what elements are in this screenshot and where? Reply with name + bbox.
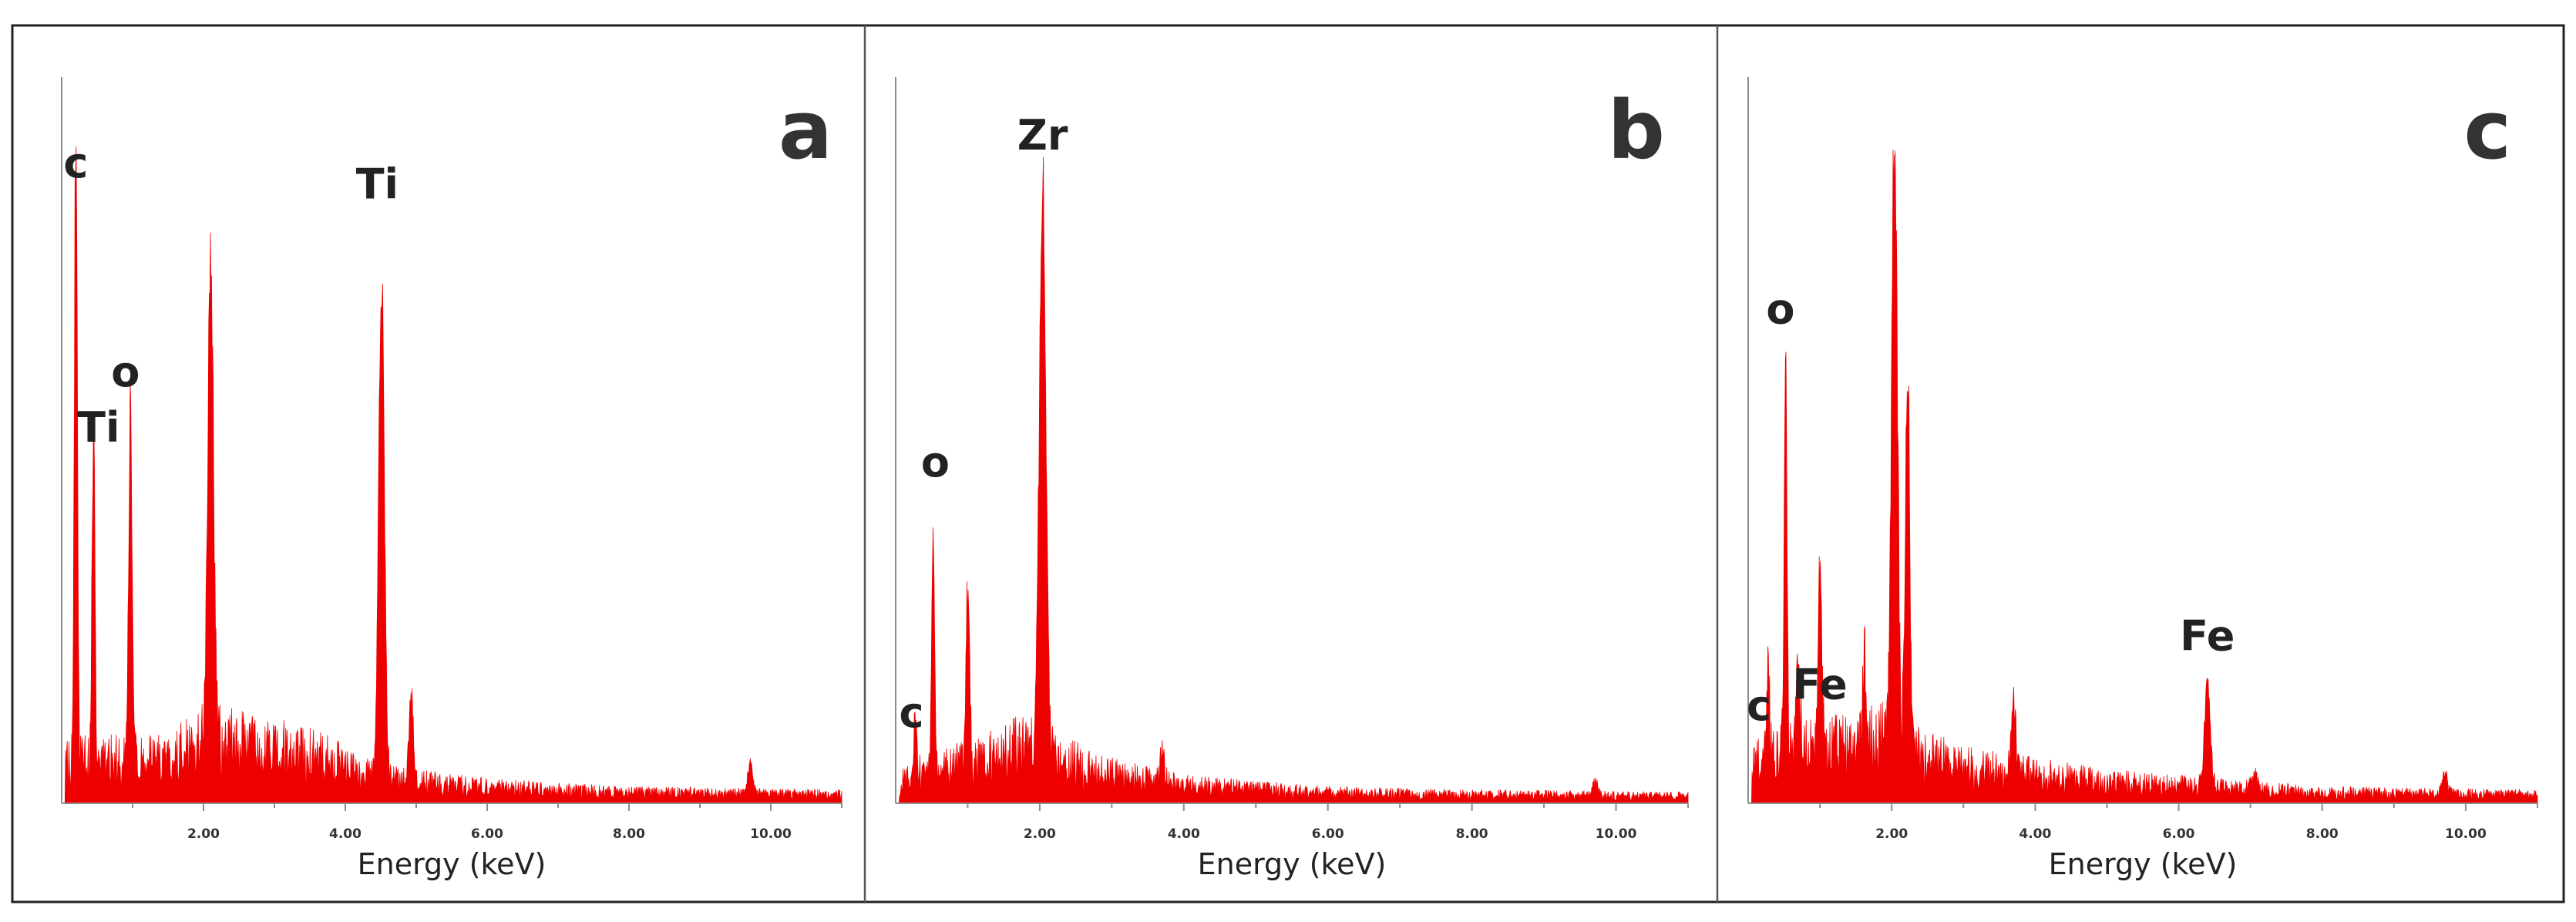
x-axis-label: Energy (keV): [358, 847, 546, 881]
panel-b: 2.00 4.00 6.00 8.00 10.00 Energy (keV) b Zr o c: [895, 77, 1689, 881]
peak-annotation: o: [1766, 285, 1794, 334]
spectrum-area-c: [1748, 150, 2538, 804]
x-tick-label: 8.00: [613, 826, 645, 842]
peak-annotation: Fe: [1792, 661, 1847, 709]
x-tick-label: 6.00: [2163, 826, 2195, 842]
x-tick-label: 2.00: [187, 826, 220, 842]
panel-letter: a: [779, 83, 832, 177]
x-tick-label: 6.00: [471, 826, 503, 842]
x-tick-label: 10.00: [750, 826, 792, 842]
x-axis-label: Energy (keV): [2049, 847, 2238, 881]
x-tick-label: 6.00: [1312, 826, 1344, 842]
peak-annotation: o: [111, 348, 140, 396]
peak-annotation: Ti: [356, 160, 399, 208]
spectrum-area-a: [62, 146, 842, 804]
x-axis-label: Energy (keV): [1198, 847, 1387, 881]
x-tick-label: 8.00: [1456, 826, 1488, 842]
peak-annotation: o: [921, 438, 950, 486]
peak-annotation: Zr: [1017, 111, 1068, 160]
figure-frame: [11, 24, 2565, 903]
x-tick-label: 4.00: [1168, 826, 1200, 842]
panel-letter: c: [2463, 83, 2511, 177]
x-tick-label: 10.00: [2445, 826, 2487, 842]
x-tick-label: 2.00: [1875, 826, 1908, 842]
spectrum-area-b: [896, 156, 1689, 804]
x-tick-label: 8.00: [2306, 826, 2339, 842]
panels: 2.00 4.00 6.00 8.00 10.00 Energy (keV) a c Ti o Ti…: [61, 77, 2538, 881]
peak-annotation: Fe: [2180, 612, 2235, 661]
peak-annotation: Ti: [77, 403, 119, 452]
x-tick-label: 4.00: [2019, 826, 2051, 842]
x-tick-label: 10.00: [1596, 826, 1637, 842]
peak-annotation: c: [1747, 681, 1771, 730]
panel-a: 2.00 4.00 6.00 8.00 10.00 Energy (keV) a c Ti o Ti: [61, 77, 842, 881]
x-tick-label: 2.00: [1024, 826, 1056, 842]
x-tick-label: 4.00: [329, 826, 362, 842]
peak-annotation: c: [63, 139, 88, 187]
peak-annotation: c: [900, 688, 924, 737]
panel-letter: b: [1608, 83, 1665, 177]
